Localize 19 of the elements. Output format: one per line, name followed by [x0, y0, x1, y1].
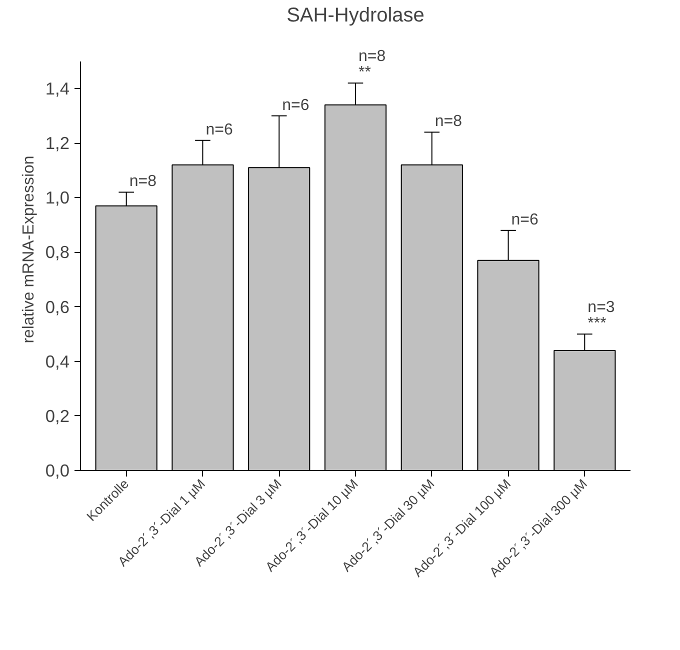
annotation: n=6 — [282, 96, 310, 114]
annotation: n=8 — [434, 113, 462, 130]
y-tick-label: 0,2 — [45, 406, 70, 426]
annotation: n=3 — [588, 299, 615, 316]
y-tick-label: 1,0 — [45, 188, 70, 208]
annotation: n=8 — [358, 48, 386, 66]
annotation: n=6 — [511, 211, 539, 228]
y-tick-label: 1,2 — [45, 133, 70, 154]
y-axis-title: relative mRNA-Expression — [20, 156, 38, 344]
y-tick-label: 0,4 — [45, 351, 70, 372]
y-tick-label: 1,4 — [45, 78, 70, 99]
annotation: n=8 — [129, 173, 157, 190]
chart-title: SAH-Hydrolase — [286, 4, 424, 26]
y-tick-label: 0,8 — [45, 242, 70, 262]
annotation: n=6 — [206, 121, 233, 138]
y-tick-label: 0,6 — [45, 296, 70, 317]
annotation: ** — [358, 64, 371, 82]
y-tick-label: 0,0 — [45, 460, 70, 480]
annotation: *** — [588, 315, 606, 332]
